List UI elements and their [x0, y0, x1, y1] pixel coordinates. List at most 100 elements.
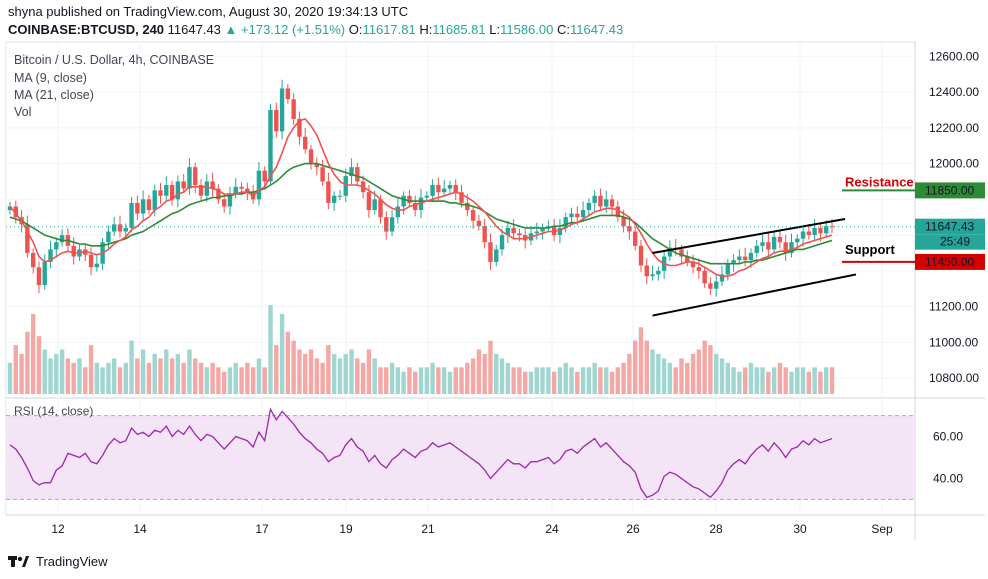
volume-bar: [534, 367, 539, 394]
candle-body: [256, 170, 262, 200]
volume-bar: [355, 358, 360, 394]
candle-body: [83, 249, 88, 255]
candle-body: [106, 231, 111, 243]
volume-bar: [210, 362, 215, 394]
candle-body: [714, 281, 719, 289]
candle-body: [783, 242, 788, 253]
candle-body: [193, 167, 198, 186]
volume-bar: [800, 367, 806, 394]
volume-bar: [198, 362, 204, 394]
volume-bar: [77, 358, 82, 394]
volume-bar: [303, 353, 308, 394]
volume-bar: [604, 367, 609, 394]
candle-body: [384, 217, 389, 232]
candle-body: [632, 231, 638, 246]
candle-body: [540, 227, 545, 232]
candle-body: [407, 195, 412, 203]
volume-bar: [592, 362, 597, 394]
candle-body: [696, 267, 702, 271]
rsi-band: [6, 415, 915, 500]
candle-body: [13, 206, 18, 218]
rsi-legend[interactable]: RSI (14, close): [14, 404, 94, 418]
volume-bar: [656, 353, 661, 394]
candle-body: [742, 256, 748, 261]
resistance-price-label-bg: [915, 182, 985, 199]
candle-body: [216, 188, 221, 200]
candle-body: [575, 213, 580, 218]
time-tick-label: 26: [626, 522, 640, 536]
resistance-text: Resistance: [845, 174, 914, 189]
price-tick-label: 10800.00: [929, 371, 979, 385]
volume-bar: [511, 367, 516, 394]
candle-body: [731, 260, 736, 264]
price-tick-label: 12600.00: [929, 49, 979, 63]
candle-body: [285, 88, 291, 100]
time-tick-label: Sep: [871, 522, 893, 536]
volume-bar: [679, 358, 684, 394]
volume-legend[interactable]: Vol: [14, 105, 32, 119]
candle-body: [557, 227, 563, 236]
last-price-label-bg: [915, 218, 985, 235]
ma21-legend[interactable]: MA (21, close): [14, 88, 94, 102]
volume-bar: [783, 367, 788, 394]
volume-bar: [25, 331, 30, 394]
volume-bar: [360, 362, 366, 394]
ma9-line: [9, 117, 833, 277]
volume-bar: [36, 336, 42, 394]
candle-body: [175, 181, 181, 200]
volume-bar: [83, 367, 88, 394]
channel-upper-line: [652, 218, 846, 254]
volume-bar: [407, 367, 412, 394]
volume-bar: [65, 358, 71, 394]
candle-body: [447, 185, 453, 189]
candle-body: [129, 202, 134, 228]
candle-body: [708, 283, 713, 289]
candle-body: [800, 231, 806, 239]
countdown-bg: [915, 234, 985, 250]
candle-body: [245, 188, 250, 193]
volume-bar: [378, 367, 383, 394]
volume-bar: [447, 371, 453, 394]
volume-bar: [551, 371, 557, 394]
volume-bar: [384, 367, 389, 394]
volume-bar: [372, 358, 377, 394]
footer: TradingView: [8, 552, 108, 570]
candle-body: [88, 254, 94, 268]
symbol-name: COINBASE:BTCUSD, 240: [8, 22, 165, 37]
candle-body: [499, 235, 505, 250]
candle-body: [233, 186, 238, 194]
candle-body: [355, 167, 360, 182]
last-price: 11647.43: [167, 22, 221, 37]
support-text: Support: [845, 242, 895, 257]
volume-bar: [615, 367, 621, 394]
volume-bar: [436, 367, 441, 394]
volume-bar: [140, 349, 146, 394]
channel-lower-line: [652, 273, 857, 317]
candle-body: [42, 261, 47, 286]
volume-bar: [297, 349, 302, 394]
volume-bar: [702, 340, 707, 394]
volume-bar: [569, 367, 574, 394]
candle-body: [198, 185, 204, 196]
volume-bar: [760, 367, 765, 394]
close-value: 11647.43: [569, 22, 624, 37]
candle-body: [268, 109, 273, 182]
volume-bar: [204, 367, 210, 394]
candle-body: [59, 235, 65, 243]
candle-body: [818, 227, 823, 234]
ma9-legend[interactable]: MA (9, close): [14, 71, 87, 85]
volume-bar: [343, 353, 348, 394]
volume-bar: [580, 367, 586, 394]
candle-body: [169, 185, 175, 200]
volume-bar: [274, 345, 279, 394]
candle-body: [719, 274, 725, 282]
high-label: H:: [419, 22, 433, 37]
candle-body: [441, 188, 447, 193]
volume-bar: [117, 367, 123, 394]
volume-bar: [187, 349, 192, 394]
price-tick-label: 11000.00: [929, 335, 978, 349]
candle-body: [227, 193, 233, 207]
price-tick-label: 12400.00: [929, 85, 979, 99]
brand-name[interactable]: TradingView: [36, 553, 108, 569]
